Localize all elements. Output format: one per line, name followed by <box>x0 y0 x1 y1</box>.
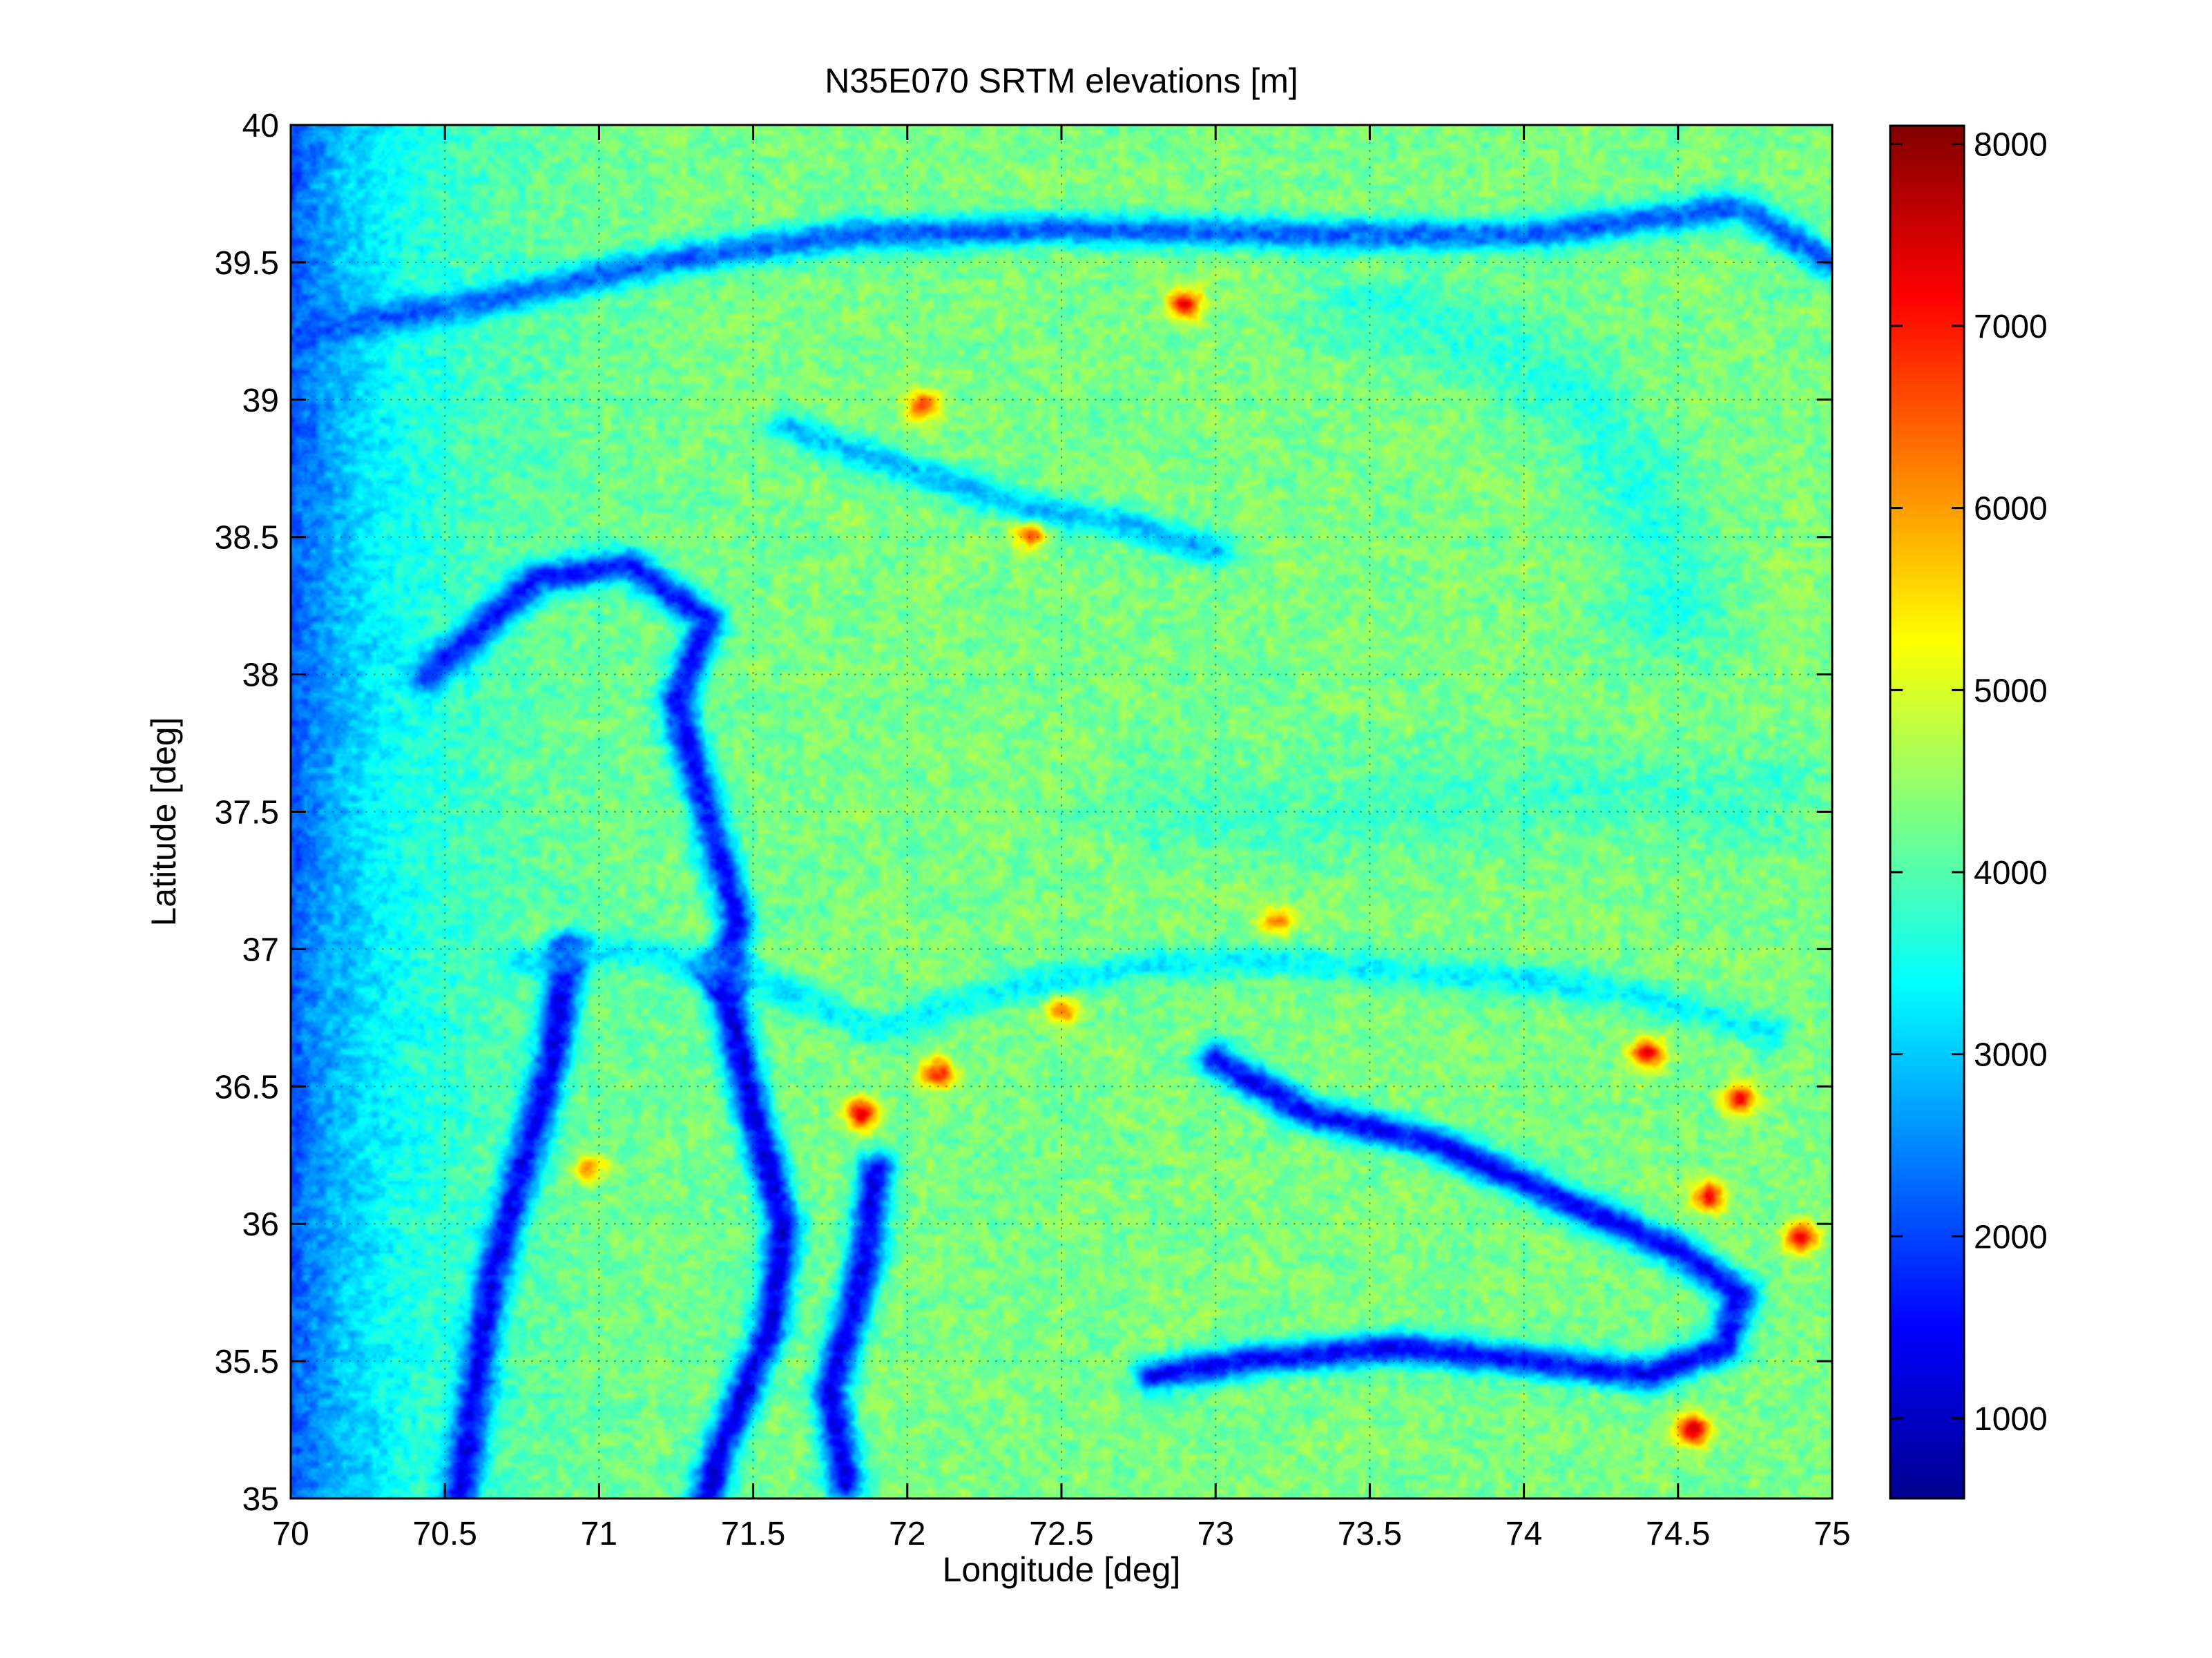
colorbar-tick-label: 7000 <box>1974 309 2048 345</box>
colorbar-tick-label: 4000 <box>1974 855 2048 891</box>
y-tick-label: 36 <box>242 1206 279 1243</box>
y-tick-label: 37 <box>242 932 279 968</box>
elevation-heatmap <box>291 125 1832 1498</box>
x-axis-label: Longitude [deg] <box>943 1550 1181 1589</box>
y-tick-label: 35.5 <box>215 1344 279 1380</box>
x-tick-label: 72.5 <box>1029 1516 1093 1552</box>
y-tick-label: 38 <box>242 657 279 694</box>
x-tick-label: 71 <box>581 1516 617 1552</box>
x-tick-label: 71.5 <box>721 1516 785 1552</box>
y-tick-label: 36.5 <box>215 1069 279 1106</box>
colorbar-tick-label: 1000 <box>1974 1401 2048 1438</box>
colorbar-tick-label: 3000 <box>1974 1037 2048 1074</box>
x-tick-label: 74.5 <box>1646 1516 1710 1552</box>
y-axis-ticks: 35 35.5 36 36.5 37 37.5 38 38.5 39 39.5 40 <box>215 108 1832 1518</box>
x-axis-ticks: 70 70.5 71 71.5 72 72.5 73 73.5 74 74.5 75 <box>272 125 1851 1552</box>
y-tick-label: 35 <box>242 1481 279 1518</box>
x-tick-label: 74 <box>1506 1516 1542 1552</box>
x-tick-label: 75 <box>1814 1516 1850 1552</box>
y-tick-label: 40 <box>242 108 279 144</box>
y-tick-label: 39 <box>242 383 279 419</box>
x-tick-label: 70.5 <box>412 1516 477 1552</box>
y-tick-label: 39.5 <box>215 245 279 282</box>
colorbar-tick-label: 8000 <box>1974 126 2048 163</box>
y-tick-label: 37.5 <box>215 795 279 831</box>
x-tick-label: 73 <box>1198 1516 1234 1552</box>
colorbar: 1000 2000 3000 4000 5000 6000 7000 8000 <box>1889 124 2048 1500</box>
grid-lines <box>291 125 1832 1498</box>
x-tick-label: 73.5 <box>1338 1516 1402 1552</box>
colorbar-scale <box>1889 124 1965 1500</box>
x-tick-label: 72 <box>889 1516 925 1552</box>
plot-area: 70 70.5 71 71.5 72 72.5 73 73.5 74 74.5 75 3535.53… <box>215 108 1851 1552</box>
colorbar-tick-label: 6000 <box>1974 491 2048 528</box>
x-tick-label: 70 <box>272 1516 309 1552</box>
y-tick-label: 38.5 <box>215 520 279 557</box>
colorbar-ticks: 1000 2000 3000 4000 5000 6000 7000 8000 <box>1890 126 2048 1438</box>
y-axis-label: Latitude [deg] <box>144 717 183 926</box>
chart-title: N35E070 SRTM elevations [m] <box>825 61 1298 100</box>
colorbar-tick-label: 5000 <box>1974 673 2048 709</box>
colorbar-tick-label: 2000 <box>1974 1219 2048 1255</box>
